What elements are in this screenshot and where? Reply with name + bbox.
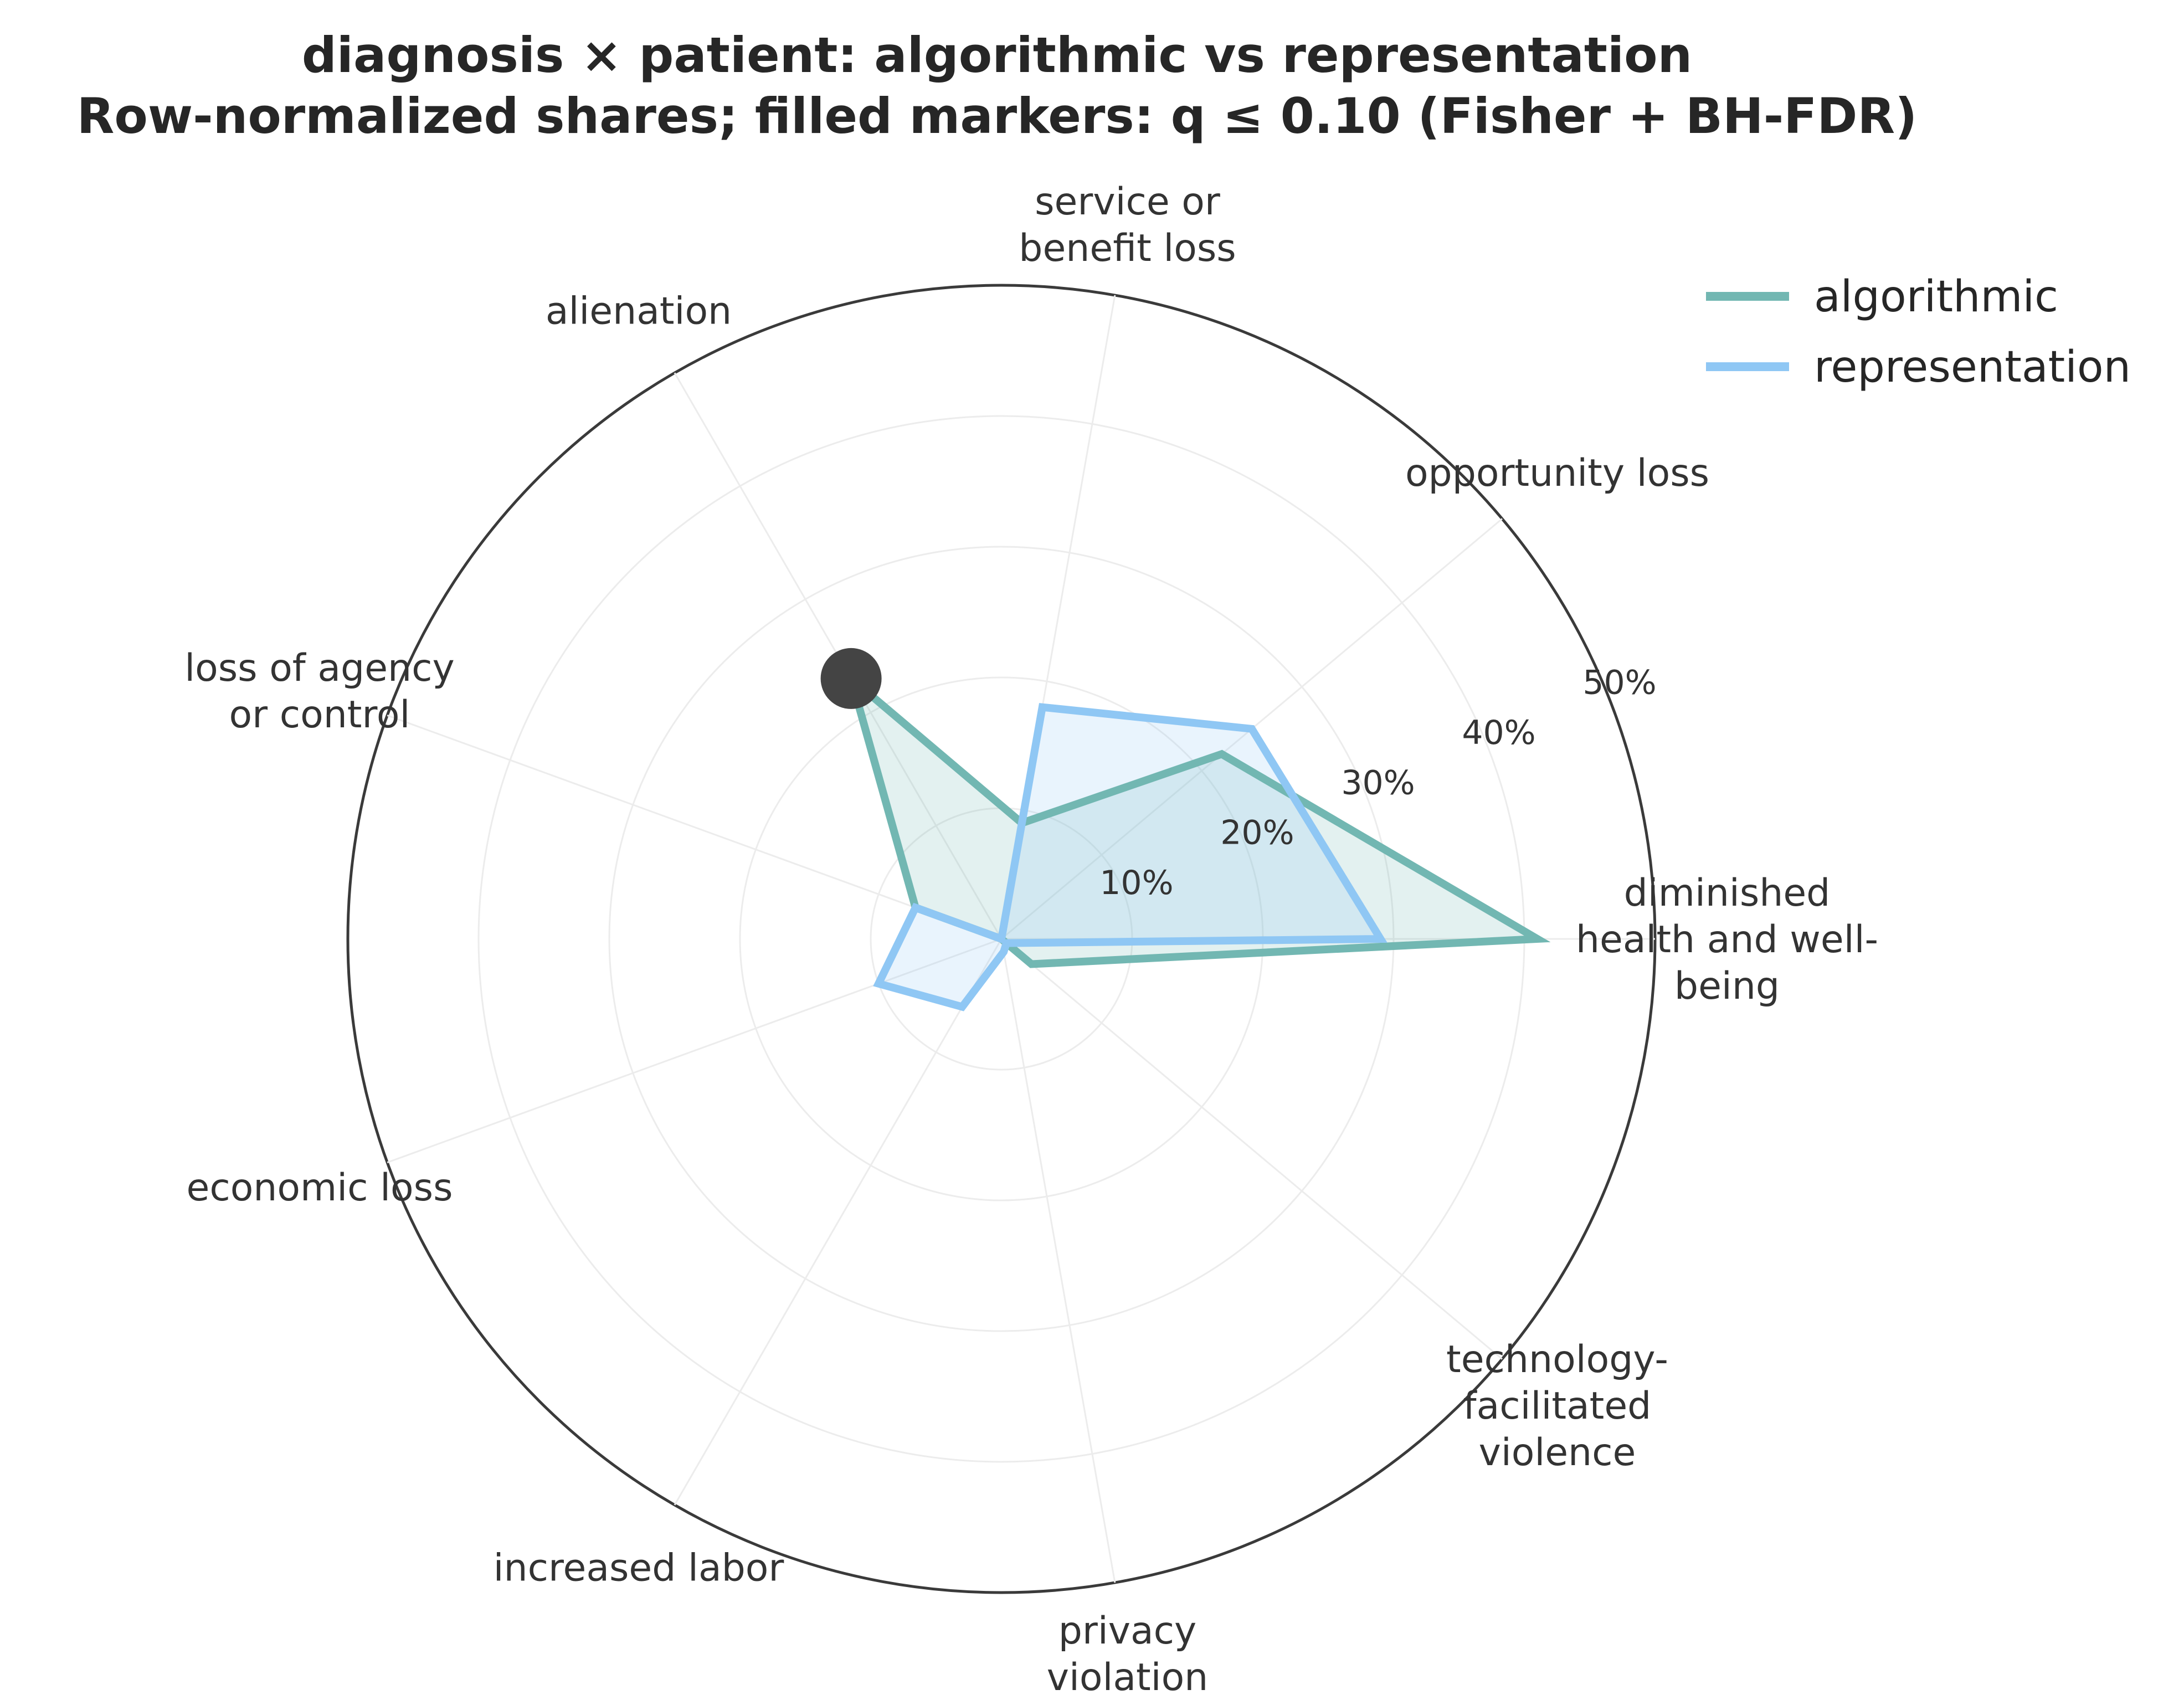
category-label-increased-labor: increased labor [494, 1547, 784, 1590]
category-label-line: technology- [1446, 1338, 1668, 1382]
category-label-line: violation [1047, 1656, 1209, 1699]
category-label-opportunity-loss: opportunity loss [1405, 451, 1709, 495]
category-label-line: facilitated [1463, 1384, 1652, 1428]
series-line-representation [873, 703, 1388, 1011]
spoke-5 [387, 938, 1002, 1163]
spoke-4 [387, 715, 1002, 940]
series-fill-algorithmic [851, 678, 1538, 964]
tick-label-20: 20% [1220, 814, 1294, 853]
category-label-privacy-violation: privacy violation [1047, 1609, 1209, 1699]
chart-title-line-1: diagnosis × patient: algorithmic vs repr… [302, 27, 1692, 84]
legend: algorithmic representation [1706, 272, 2131, 392]
category-label-line: opportunity loss [1405, 451, 1709, 495]
spoke-7 [1000, 938, 1116, 1583]
series-line-algorithmic [844, 667, 1551, 968]
category-label-line: economic loss [186, 1166, 453, 1210]
category-label-line: being [1674, 964, 1780, 1008]
category-label-economic-loss: economic loss [186, 1166, 453, 1210]
category-label-service-or-benefit-loss: service or benefit loss [1019, 180, 1236, 270]
category-label-line: or control [229, 693, 410, 737]
category-label-line: benefit loss [1019, 227, 1236, 270]
category-label-line: violence [1479, 1431, 1636, 1475]
radial-tick-labels: 10% 20% 30% 40% 50% [1099, 664, 1656, 902]
spoke-6 [674, 938, 1003, 1506]
significance-marker-algorithmic-3 [820, 648, 882, 709]
category-labels: diminished health and well-being opportuni… [184, 180, 1878, 1699]
category-label-line: health and well- [1576, 918, 1878, 962]
chart-title-line-2: Row-normalized shares; filled markers: q… [77, 88, 1918, 145]
category-label-line: loss of agency [184, 646, 455, 690]
chart-title: diagnosis × patient: algorithmic vs repr… [77, 27, 1918, 145]
legend-label-algorithmic: algorithmic [1814, 272, 2058, 322]
category-label-line: privacy [1058, 1609, 1197, 1653]
category-label-line: increased labor [494, 1547, 784, 1590]
category-label-diminished-health-and-well-being: diminished health and well-being [1576, 871, 1878, 1008]
spoke-8 [1001, 938, 1503, 1360]
tick-label-30: 30% [1341, 763, 1415, 802]
tick-label-40: 40% [1462, 713, 1535, 752]
tick-label-50: 50% [1582, 664, 1656, 702]
category-label-line: service or [1035, 180, 1220, 224]
tick-label-10: 10% [1099, 864, 1173, 902]
category-label-technology-facilitated-violence: technology-facilitated violence [1446, 1338, 1668, 1475]
legend-label-representation: representation [1814, 342, 2131, 392]
angular-grid [387, 295, 1655, 1583]
category-label-loss-of-agency-or-control: loss of agency or control [184, 646, 455, 737]
category-label-alienation: alienation [546, 290, 732, 333]
category-label-line: alienation [546, 290, 732, 333]
category-label-line: diminished [1624, 871, 1831, 915]
series-layer [820, 648, 1551, 1011]
